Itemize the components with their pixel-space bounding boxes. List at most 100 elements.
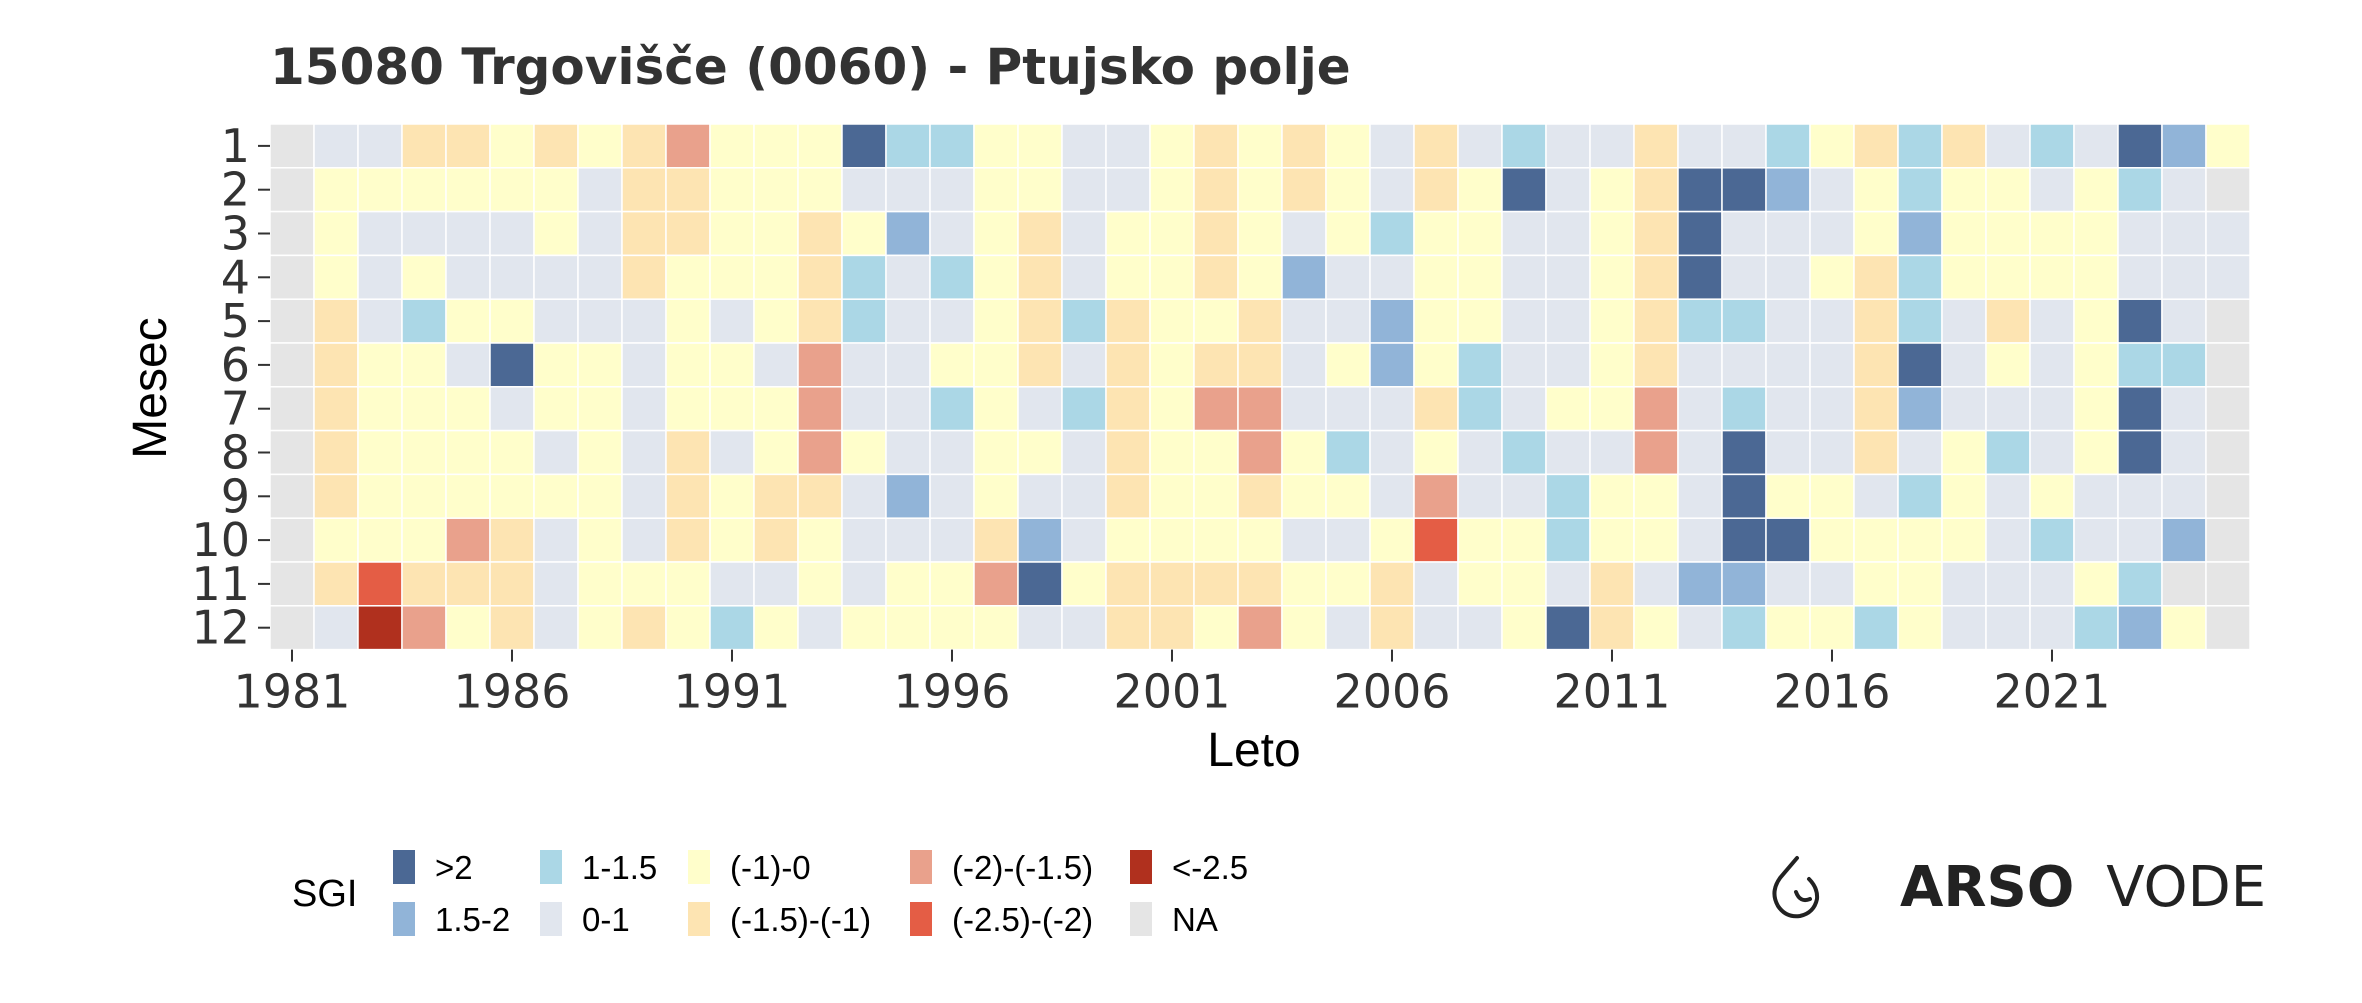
heatmap-cell (841, 605, 887, 651)
y-tick-label: 8 (221, 426, 250, 480)
heatmap-cell (1721, 561, 1767, 607)
heatmap-cell (1501, 561, 1547, 607)
heatmap-cell (885, 342, 931, 388)
heatmap-cell (1545, 517, 1591, 563)
heatmap-cell (313, 298, 359, 344)
heatmap-cell (2161, 123, 2207, 169)
heatmap-cell (1325, 386, 1371, 432)
heatmap-cell (2117, 167, 2163, 213)
heatmap-cell (2205, 167, 2251, 213)
heatmap-cell (753, 429, 799, 476)
heatmap-cell (1457, 429, 1503, 476)
heatmap-cell (1105, 254, 1151, 300)
heatmap-cell (1545, 298, 1591, 344)
heatmap-cell (2161, 473, 2207, 519)
heatmap-cell (1325, 254, 1371, 300)
heatmap-cell (401, 473, 447, 519)
heatmap-cell (2117, 298, 2163, 344)
heatmap-cell (1237, 561, 1283, 607)
heatmap-cell (1325, 517, 1371, 563)
heatmap-cell (1897, 298, 1943, 344)
heatmap-cell (1017, 210, 1063, 257)
heatmap-cell (2205, 473, 2251, 519)
heatmap-cell (1325, 473, 1371, 519)
heatmap-cell (1061, 386, 1107, 432)
y-tick-label: 3 (221, 207, 250, 261)
legend-label: (-1.5)-(-1) (730, 901, 871, 938)
heatmap-cell (1369, 210, 1415, 257)
heatmap-cell (1633, 517, 1679, 563)
heatmap-cell (1589, 254, 1635, 300)
heatmap-cell (1193, 517, 1239, 563)
heatmap-cell (313, 342, 359, 388)
heatmap-cell (665, 254, 711, 300)
heatmap-cell (841, 386, 887, 432)
heatmap-cell (1105, 298, 1151, 344)
heatmap-cell (1765, 298, 1811, 344)
heatmap-cell (1105, 517, 1151, 563)
legend-label: <-2.5 (1172, 849, 1248, 886)
heatmap-cell (1501, 298, 1547, 344)
heatmap-cell (533, 561, 579, 607)
heatmap-cell (1545, 605, 1591, 651)
heatmap-cell (2205, 210, 2251, 257)
heatmap-cell (1193, 605, 1239, 651)
heatmap-cell (1281, 386, 1327, 432)
heatmap-cell (2073, 167, 2119, 213)
heatmap-cell (1457, 167, 1503, 213)
y-tick-label: 12 (191, 601, 250, 655)
heatmap-cell (1501, 605, 1547, 651)
heatmap-cell (753, 386, 799, 432)
heatmap-cell (1061, 210, 1107, 257)
heatmap-cell (1237, 429, 1283, 476)
heatmap-cell (1809, 605, 1855, 651)
heatmap-cell (1149, 123, 1195, 169)
heatmap-cell (1853, 561, 1899, 607)
heatmap-cell (2117, 254, 2163, 300)
heatmap-cell (1589, 473, 1635, 519)
heatmap-cell (2073, 605, 2119, 651)
heatmap-cell (1193, 123, 1239, 169)
heatmap-cell (313, 210, 359, 257)
heatmap-cell (1545, 167, 1591, 213)
heatmap-cell (885, 473, 931, 519)
heatmap-cell (2029, 561, 2075, 607)
heatmap-cell (2117, 342, 2163, 388)
y-tick-label: 5 (221, 294, 250, 348)
heatmap-cell (1941, 429, 1987, 476)
heatmap-cell (2161, 342, 2207, 388)
heatmap-cell (1193, 298, 1239, 344)
heatmap-cell (841, 517, 887, 563)
heatmap-cell (2029, 210, 2075, 257)
heatmap-cell (1897, 210, 1943, 257)
heatmap-cell (577, 342, 623, 388)
heatmap-cell (1985, 123, 2031, 169)
heatmap-cell (1897, 342, 1943, 388)
heatmap-cell (1017, 561, 1063, 607)
heatmap-cell (797, 254, 843, 300)
heatmap-cell (1545, 386, 1591, 432)
heatmap-cell (1017, 342, 1063, 388)
heatmap-cell (2073, 561, 2119, 607)
heatmap-cell (1105, 386, 1151, 432)
heatmap-cell (1941, 561, 1987, 607)
x-tick-label: 2006 (1333, 665, 1450, 719)
heatmap-cell (1193, 386, 1239, 432)
heatmap-cell (1281, 298, 1327, 344)
heatmap-cell (621, 561, 667, 607)
heatmap-cell (1105, 605, 1151, 651)
heatmap-cell (1325, 342, 1371, 388)
heatmap-cell (1677, 298, 1723, 344)
heatmap-cell (1413, 210, 1459, 257)
heatmap-cell (621, 386, 667, 432)
y-tick-label: 4 (221, 250, 250, 304)
y-tick-label: 6 (221, 338, 250, 392)
heatmap-cell (1985, 298, 2031, 344)
heatmap-cell (1809, 298, 1855, 344)
heatmap-cell (1545, 561, 1591, 607)
heatmap-cell (1017, 429, 1063, 476)
heatmap-cell (1853, 254, 1899, 300)
heatmap-cell (1061, 561, 1107, 607)
heatmap-cell (1369, 298, 1415, 344)
